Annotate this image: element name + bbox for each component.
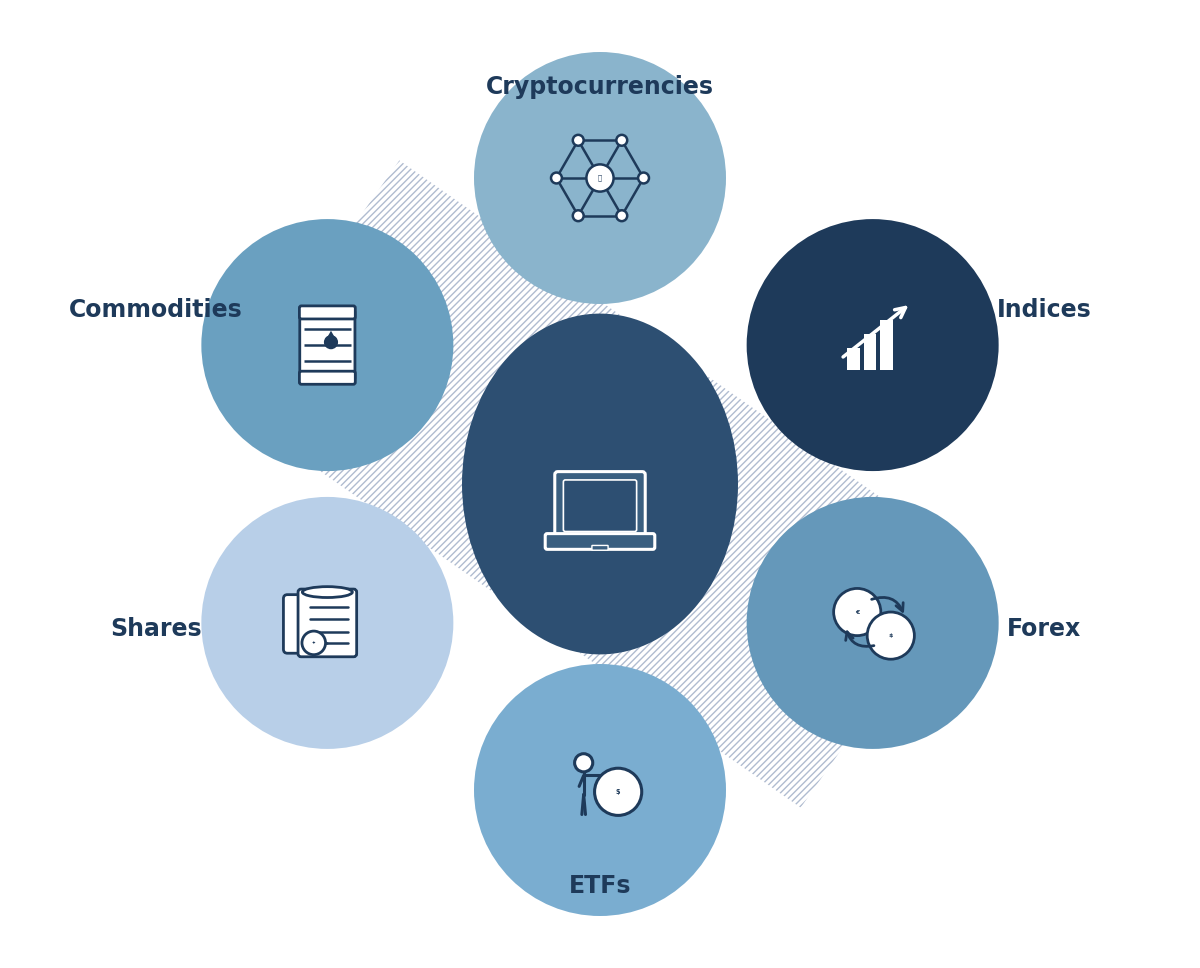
Text: Commodities: Commodities xyxy=(70,298,242,321)
Circle shape xyxy=(474,664,726,916)
Text: Shares: Shares xyxy=(110,618,202,641)
Circle shape xyxy=(302,631,325,654)
Circle shape xyxy=(834,589,881,636)
Text: $: $ xyxy=(889,633,893,638)
Circle shape xyxy=(202,219,454,471)
Circle shape xyxy=(202,497,454,749)
Text: ₿: ₿ xyxy=(598,174,602,181)
Circle shape xyxy=(474,52,726,304)
FancyBboxPatch shape xyxy=(545,533,655,550)
Ellipse shape xyxy=(462,314,738,654)
Polygon shape xyxy=(847,348,860,371)
Text: ETFs: ETFs xyxy=(569,874,631,897)
Circle shape xyxy=(572,210,583,221)
FancyBboxPatch shape xyxy=(283,594,308,653)
FancyBboxPatch shape xyxy=(300,309,355,381)
Polygon shape xyxy=(324,331,337,342)
Text: Forex: Forex xyxy=(1007,618,1081,641)
Circle shape xyxy=(551,172,562,184)
Circle shape xyxy=(746,219,998,471)
Text: Indices: Indices xyxy=(997,298,1091,321)
FancyBboxPatch shape xyxy=(554,471,646,538)
Text: ✦: ✦ xyxy=(312,641,316,645)
FancyBboxPatch shape xyxy=(300,306,355,318)
Circle shape xyxy=(587,165,613,192)
Circle shape xyxy=(617,210,628,221)
Text: $: $ xyxy=(616,789,620,795)
Polygon shape xyxy=(864,334,876,371)
FancyBboxPatch shape xyxy=(298,590,356,656)
Circle shape xyxy=(868,612,914,659)
Ellipse shape xyxy=(302,587,353,597)
Circle shape xyxy=(594,769,642,815)
Circle shape xyxy=(746,497,998,749)
Text: €: € xyxy=(856,610,859,615)
Circle shape xyxy=(638,172,649,184)
FancyBboxPatch shape xyxy=(592,545,608,550)
Circle shape xyxy=(575,754,593,771)
FancyBboxPatch shape xyxy=(563,480,637,531)
Circle shape xyxy=(617,135,628,146)
Polygon shape xyxy=(880,319,893,371)
Text: Cryptocurrencies: Cryptocurrencies xyxy=(486,76,714,99)
Circle shape xyxy=(324,335,338,349)
FancyBboxPatch shape xyxy=(300,371,355,384)
Circle shape xyxy=(572,135,583,146)
